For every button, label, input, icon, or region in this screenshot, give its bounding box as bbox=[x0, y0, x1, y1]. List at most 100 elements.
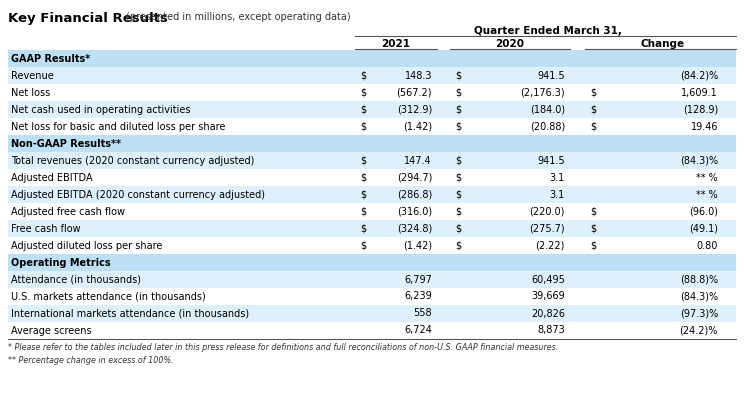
Text: (96.0): (96.0) bbox=[689, 206, 718, 216]
Text: (286.8): (286.8) bbox=[397, 190, 432, 199]
Text: $: $ bbox=[455, 241, 461, 250]
Text: (220.0): (220.0) bbox=[530, 206, 565, 216]
Text: $: $ bbox=[360, 206, 366, 216]
Text: 1,609.1: 1,609.1 bbox=[682, 87, 718, 98]
Text: $: $ bbox=[590, 206, 596, 216]
Text: $: $ bbox=[360, 155, 366, 166]
Text: (1.42): (1.42) bbox=[403, 122, 432, 131]
Text: $: $ bbox=[360, 190, 366, 199]
Bar bbox=[8, 50, 736, 67]
Text: (128.9): (128.9) bbox=[683, 105, 718, 115]
Text: (312.9): (312.9) bbox=[397, 105, 432, 115]
Text: 3.1: 3.1 bbox=[550, 190, 565, 199]
Text: International markets attendance (in thousands): International markets attendance (in tho… bbox=[11, 309, 249, 318]
Text: Adjusted diluted loss per share: Adjusted diluted loss per share bbox=[11, 241, 162, 250]
Text: GAAP Results*: GAAP Results* bbox=[11, 54, 90, 63]
Text: $: $ bbox=[590, 241, 596, 250]
Text: $: $ bbox=[455, 223, 461, 234]
Text: (49.1): (49.1) bbox=[689, 223, 718, 234]
Text: 20,826: 20,826 bbox=[531, 309, 565, 318]
Text: Change: Change bbox=[641, 39, 685, 49]
Bar bbox=[8, 271, 736, 288]
Bar bbox=[8, 220, 736, 237]
Text: (294.7): (294.7) bbox=[397, 173, 432, 183]
Text: (presented in millions, except operating data): (presented in millions, except operating… bbox=[126, 12, 350, 22]
Text: $: $ bbox=[590, 87, 596, 98]
Text: $: $ bbox=[360, 105, 366, 115]
Text: (97.3)%: (97.3)% bbox=[680, 309, 718, 318]
Bar bbox=[8, 84, 736, 101]
Text: (84.2)%: (84.2)% bbox=[680, 70, 718, 80]
Text: 60,495: 60,495 bbox=[531, 274, 565, 285]
Text: Average screens: Average screens bbox=[11, 325, 92, 335]
Text: $: $ bbox=[360, 70, 366, 80]
Text: $: $ bbox=[455, 70, 461, 80]
Text: Total revenues (2020 constant currency adjusted): Total revenues (2020 constant currency a… bbox=[11, 155, 254, 166]
Text: Operating Metrics: Operating Metrics bbox=[11, 258, 111, 267]
Text: (84.3)%: (84.3)% bbox=[680, 292, 718, 302]
Text: (1.42): (1.42) bbox=[403, 241, 432, 250]
Text: ** %: ** % bbox=[696, 173, 718, 183]
Bar bbox=[8, 322, 736, 339]
Text: (316.0): (316.0) bbox=[397, 206, 432, 216]
Text: Net loss for basic and diluted loss per share: Net loss for basic and diluted loss per … bbox=[11, 122, 225, 131]
Text: Revenue: Revenue bbox=[11, 70, 54, 80]
Text: Adjusted EBITDA (2020 constant currency adjusted): Adjusted EBITDA (2020 constant currency … bbox=[11, 190, 265, 199]
Text: $: $ bbox=[455, 173, 461, 183]
Text: $: $ bbox=[360, 87, 366, 98]
Text: (324.8): (324.8) bbox=[397, 223, 432, 234]
Text: 2021: 2021 bbox=[382, 39, 411, 49]
Text: Adjusted EBITDA: Adjusted EBITDA bbox=[11, 173, 92, 183]
Text: $: $ bbox=[360, 173, 366, 183]
Text: (2.22): (2.22) bbox=[536, 241, 565, 250]
Text: $: $ bbox=[455, 206, 461, 216]
Text: Key Financial Results: Key Financial Results bbox=[8, 12, 168, 25]
Text: 6,797: 6,797 bbox=[404, 274, 432, 285]
Text: Quarter Ended March 31,: Quarter Ended March 31, bbox=[474, 26, 622, 36]
Text: (20.88): (20.88) bbox=[530, 122, 565, 131]
Text: (2,176.3): (2,176.3) bbox=[520, 87, 565, 98]
Bar bbox=[8, 237, 736, 254]
Bar bbox=[8, 118, 736, 135]
Text: 2020: 2020 bbox=[496, 39, 525, 49]
Text: Attendance (in thousands): Attendance (in thousands) bbox=[11, 274, 141, 285]
Text: 6,239: 6,239 bbox=[404, 292, 432, 302]
Bar bbox=[8, 254, 736, 271]
Text: $: $ bbox=[360, 241, 366, 250]
Text: $: $ bbox=[455, 122, 461, 131]
Bar bbox=[8, 67, 736, 84]
Bar bbox=[8, 288, 736, 305]
Bar bbox=[8, 186, 736, 203]
Text: $: $ bbox=[590, 105, 596, 115]
Bar bbox=[8, 101, 736, 118]
Bar bbox=[8, 152, 736, 169]
Text: $: $ bbox=[590, 223, 596, 234]
Text: $: $ bbox=[455, 105, 461, 115]
Text: 6,724: 6,724 bbox=[404, 325, 432, 335]
Text: ** Percentage change in excess of 100%.: ** Percentage change in excess of 100%. bbox=[8, 356, 173, 365]
Text: 941.5: 941.5 bbox=[537, 70, 565, 80]
Text: 39,669: 39,669 bbox=[531, 292, 565, 302]
Text: 0.80: 0.80 bbox=[696, 241, 718, 250]
Text: $: $ bbox=[360, 223, 366, 234]
Text: (88.8)%: (88.8)% bbox=[680, 274, 718, 285]
Bar bbox=[8, 169, 736, 186]
Text: U.S. markets attendance (in thousands): U.S. markets attendance (in thousands) bbox=[11, 292, 206, 302]
Text: 147.4: 147.4 bbox=[405, 155, 432, 166]
Bar bbox=[8, 305, 736, 322]
Text: 148.3: 148.3 bbox=[405, 70, 432, 80]
Bar bbox=[8, 135, 736, 152]
Text: (184.0): (184.0) bbox=[530, 105, 565, 115]
Text: 8,873: 8,873 bbox=[537, 325, 565, 335]
Text: Net loss: Net loss bbox=[11, 87, 51, 98]
Text: $: $ bbox=[455, 155, 461, 166]
Text: Free cash flow: Free cash flow bbox=[11, 223, 80, 234]
Text: (84.3)%: (84.3)% bbox=[680, 155, 718, 166]
Text: 19.46: 19.46 bbox=[690, 122, 718, 131]
Text: 3.1: 3.1 bbox=[550, 173, 565, 183]
Text: $: $ bbox=[590, 122, 596, 131]
Text: $: $ bbox=[455, 190, 461, 199]
Text: 941.5: 941.5 bbox=[537, 155, 565, 166]
Text: ** %: ** % bbox=[696, 190, 718, 199]
Text: (567.2): (567.2) bbox=[397, 87, 432, 98]
